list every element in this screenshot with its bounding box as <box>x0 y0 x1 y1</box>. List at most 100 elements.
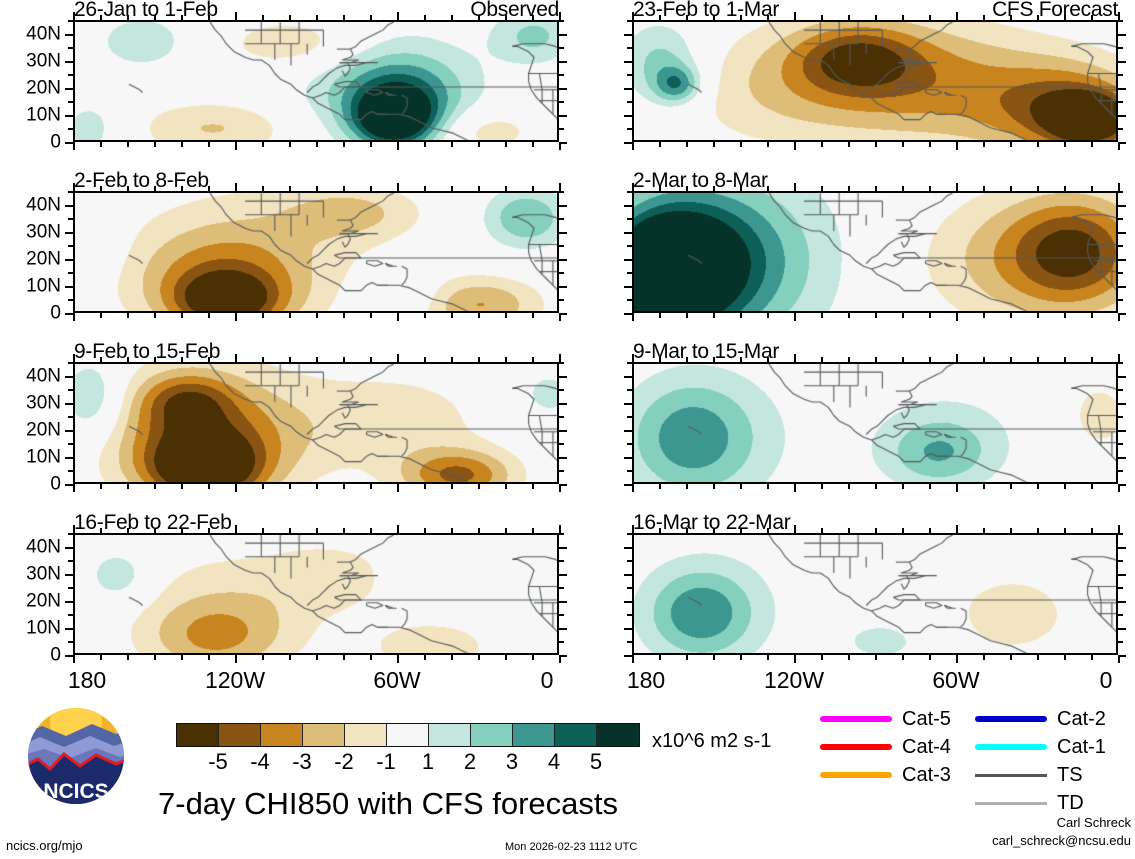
panel-title-p7: 9-Mar to 15-Mar <box>633 340 780 363</box>
axis-tick <box>1091 186 1093 191</box>
axis-tick <box>983 528 985 533</box>
axis-tick <box>1118 183 1120 191</box>
axis-tick <box>1118 362 1123 364</box>
axis-tick <box>713 15 715 20</box>
axis-tick <box>713 528 715 533</box>
axis-tick <box>821 142 823 147</box>
axis-tick <box>659 15 661 20</box>
axis-tick <box>1118 101 1123 104</box>
site-url-label[interactable]: ncics.org/mjo <box>6 838 83 853</box>
y-tick-label: 20N <box>26 77 61 99</box>
axis-tick <box>181 313 183 318</box>
colorbar-tick-label: 4 <box>547 749 561 774</box>
axis-tick <box>559 285 567 288</box>
axis-tick <box>262 313 264 318</box>
y-tick-label: 0 <box>50 131 61 153</box>
y-tick-label: 30N <box>26 563 61 585</box>
axis-tick <box>956 484 958 492</box>
y-axis-labels-p1: 40N 30N 20N 10N 0 <box>0 20 61 151</box>
axis-tick <box>73 354 75 362</box>
axis-tick <box>1118 231 1126 234</box>
colorbar-segment-5 <box>387 724 429 746</box>
axis-tick <box>65 60 73 63</box>
axis-tick <box>632 12 634 20</box>
legend-item-ts: TS <box>975 761 1106 789</box>
map-p7[interactable] <box>632 362 1118 484</box>
axis-tick <box>624 231 632 234</box>
axis-tick <box>424 142 426 147</box>
axis-tick <box>956 313 958 321</box>
axis-tick <box>740 142 742 147</box>
panel-title-p4: 16-Feb to 22-Feb <box>74 511 232 534</box>
author-email[interactable]: carl_schreck@ncsu.edu <box>992 832 1131 848</box>
axis-tick <box>1064 357 1066 362</box>
map-p2[interactable] <box>73 191 559 313</box>
map-canvas-p6 <box>634 193 1116 311</box>
axis-tick <box>713 357 715 362</box>
axis-tick <box>1118 20 1123 22</box>
axis-tick <box>902 313 904 318</box>
map-p5[interactable] <box>632 20 1118 142</box>
legend-item-td: TD <box>975 789 1106 817</box>
axis-tick <box>316 528 318 533</box>
axis-tick <box>289 357 291 362</box>
axis-tick <box>624 655 632 657</box>
axis-tick <box>559 33 567 36</box>
axis-tick <box>478 528 480 533</box>
axis-tick <box>73 183 75 191</box>
axis-tick <box>627 272 632 275</box>
axis-tick <box>1118 60 1126 63</box>
axis-tick <box>154 313 156 318</box>
axis-tick <box>65 114 73 117</box>
axis-tick <box>875 655 877 660</box>
axis-tick <box>686 313 688 318</box>
axis-tick <box>559 299 564 302</box>
legend-label-ts: TS <box>1057 764 1083 786</box>
map-p6[interactable] <box>632 191 1118 313</box>
axis-tick <box>1118 245 1123 248</box>
axis-tick <box>478 655 480 660</box>
y-tick-label: 40N <box>26 365 61 387</box>
axis-tick <box>68 560 73 563</box>
y-tick-label: 10N <box>26 617 61 639</box>
axis-tick <box>767 142 769 147</box>
colorbar-tick-label: 5 <box>589 749 603 774</box>
axis-tick <box>532 142 534 147</box>
axis-tick <box>875 528 877 533</box>
y-axis-labels-p3: 40N 30N 20N 10N 0 <box>0 362 61 493</box>
axis-tick <box>505 655 507 660</box>
axis-tick <box>624 142 632 144</box>
y-tick-label: 40N <box>26 194 61 216</box>
map-p4[interactable] <box>73 533 559 655</box>
axis-tick <box>559 525 561 533</box>
colorbar-segment-10 <box>597 724 639 746</box>
axis-tick <box>713 655 715 660</box>
axis-tick <box>65 429 73 432</box>
colorbar[interactable] <box>176 723 640 747</box>
y-tick-label: 30N <box>26 392 61 414</box>
legend-column-left: Cat-5 Cat-4 Cat-3 <box>820 705 951 789</box>
axis-tick <box>181 528 183 533</box>
axis-tick <box>127 186 129 191</box>
axis-tick <box>397 655 399 663</box>
map-p3[interactable] <box>73 362 559 484</box>
axis-tick <box>1037 15 1039 20</box>
axis-tick <box>65 204 73 207</box>
panel-title-p3: 9-Feb to 15-Feb <box>74 340 221 363</box>
axis-tick <box>100 142 102 147</box>
axis-tick <box>289 313 291 318</box>
axis-tick <box>627 101 632 104</box>
axis-tick <box>65 655 73 657</box>
axis-tick <box>559 560 564 563</box>
axis-tick <box>559 87 567 90</box>
colorbar-segment-6 <box>429 724 471 746</box>
map-p1[interactable] <box>73 20 559 142</box>
axis-tick <box>1037 484 1039 489</box>
axis-tick <box>68 128 73 131</box>
axis-tick <box>929 357 931 362</box>
axis-tick <box>659 655 661 660</box>
map-p8[interactable] <box>632 533 1118 655</box>
axis-tick <box>686 357 688 362</box>
axis-tick <box>397 313 399 321</box>
axis-tick <box>65 313 73 315</box>
